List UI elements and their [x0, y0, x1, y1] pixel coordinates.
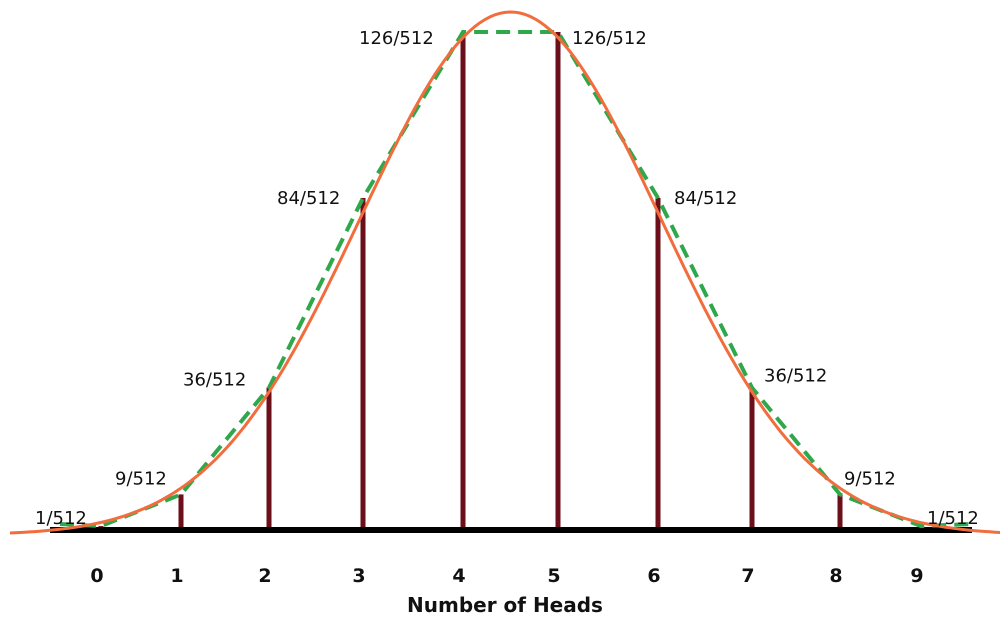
value-label-3: 84/512 — [277, 188, 340, 209]
value-label-4: 126/512 — [359, 28, 434, 49]
tick-label-2: 2 — [258, 565, 271, 587]
value-label-6: 84/512 — [674, 188, 737, 209]
x-axis-title: Number of Heads — [407, 593, 603, 617]
tick-label-9: 9 — [910, 565, 923, 587]
dashed-polyline-overlay — [60, 32, 972, 526]
value-label-8: 9/512 — [844, 468, 896, 489]
tick-label-5: 5 — [547, 565, 560, 587]
tick-label-1: 1 — [170, 565, 183, 587]
tick-label-0: 0 — [90, 565, 103, 587]
value-label-7: 36/512 — [764, 366, 827, 387]
tick-labels-group: 0 1 2 3 4 5 6 7 8 9 — [90, 565, 923, 587]
value-labels-group: 1/512 9/512 36/512 84/512 126/512 126/512 84/5… — [35, 28, 979, 529]
tick-label-6: 6 — [647, 565, 660, 587]
bars-group — [101, 32, 921, 530]
tick-label-4: 4 — [452, 565, 465, 587]
value-label-1: 9/512 — [115, 468, 167, 489]
tick-label-7: 7 — [741, 565, 754, 587]
value-label-5: 126/512 — [572, 28, 647, 49]
tick-label-3: 3 — [352, 565, 365, 587]
value-label-0: 1/512 — [35, 508, 87, 529]
value-label-9: 1/512 — [927, 508, 979, 529]
tick-label-8: 8 — [829, 565, 842, 587]
smooth-curve-overlay — [10, 12, 1000, 533]
value-label-2: 36/512 — [183, 370, 246, 391]
